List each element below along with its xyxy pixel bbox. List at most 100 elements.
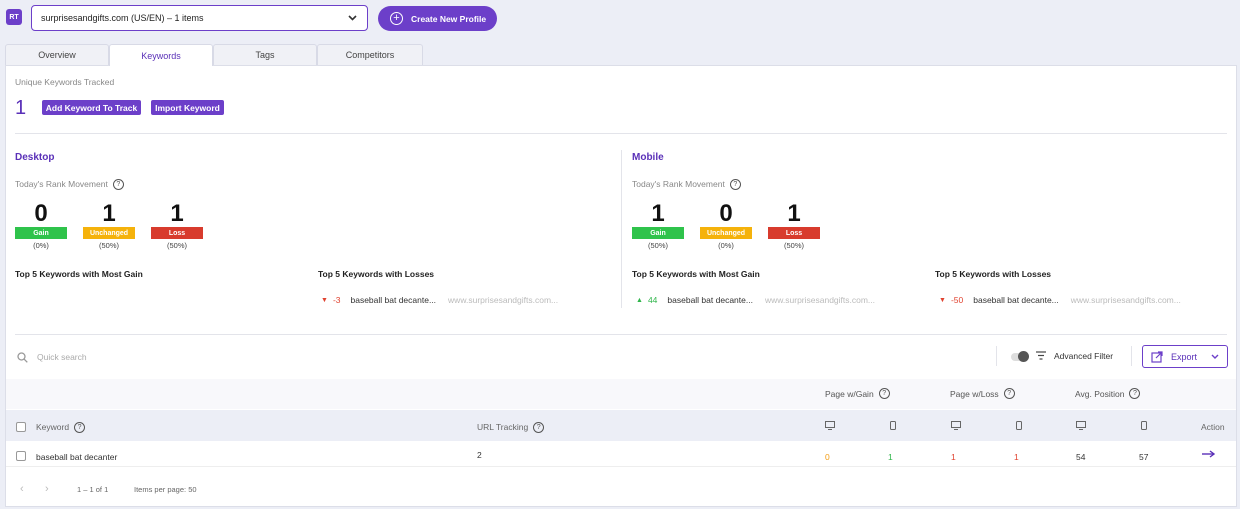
tab-tags[interactable]: Tags	[213, 44, 317, 65]
desktop-movement-text: Today's Rank Movement	[15, 179, 108, 189]
mobile-loss-badge: Loss	[768, 227, 820, 239]
url-text: www.surprisesandgifts.com...	[448, 295, 559, 305]
help-icon[interactable]: ?	[878, 388, 890, 399]
desktop-icon	[951, 421, 961, 430]
keyword-cell[interactable]: baseball bat decanter	[36, 452, 118, 462]
desktop-gain-value: 0	[34, 200, 48, 227]
desktop-title: Desktop	[15, 152, 55, 163]
advanced-filter-toggle[interactable]	[1011, 351, 1029, 362]
help-icon[interactable]: ?	[112, 179, 124, 191]
tab-keywords-label: Keywords	[141, 50, 181, 61]
page-loss-header: Page w/Loss?	[950, 388, 1015, 399]
row-checkbox[interactable]	[16, 451, 26, 461]
help-icon[interactable]: ?	[1129, 388, 1141, 399]
arrow-up-icon: ▲	[636, 296, 643, 304]
group-header-row	[6, 379, 1236, 409]
prev-page-icon[interactable]: ‹	[20, 483, 24, 495]
tab-overview[interactable]: Overview	[5, 44, 109, 65]
chevron-down-icon	[1211, 354, 1219, 359]
avg-desktop-cell: 54	[1076, 452, 1086, 462]
mobile-loss-item[interactable]: ▼ -50 baseball bat decante... www.surpri…	[939, 295, 1181, 305]
mobile-unchanged-badge: Unchanged	[700, 227, 752, 239]
keyword-text: baseball bat decante...	[973, 295, 1059, 305]
url-tracking-cell[interactable]: 2	[477, 450, 482, 460]
desktop-loss-item[interactable]: ▼ -3 baseball bat decante... www.surpris…	[321, 295, 558, 305]
url-text: www.surprisesandgifts.com...	[764, 295, 876, 305]
help-icon[interactable]: ?	[533, 422, 545, 434]
mobile-unchanged-value: 0	[719, 200, 733, 227]
action-column-header: Action	[1201, 422, 1225, 432]
mobile-loss-value: 1	[787, 200, 801, 227]
tab-competitors[interactable]: Competitors	[317, 44, 423, 65]
desktop-icon	[825, 421, 835, 430]
select-all-checkbox[interactable]	[16, 422, 26, 432]
url-tracking-column-header[interactable]: URL Tracking?	[477, 422, 545, 434]
change-value: -50	[950, 295, 964, 305]
tab-tags-label: Tags	[255, 50, 275, 60]
desktop-top-loss-title: Top 5 Keywords with Losses	[318, 269, 435, 279]
mobile-top-loss-title: Top 5 Keywords with Losses	[935, 269, 1052, 279]
desktop-unchanged-value: 1	[102, 200, 116, 227]
app-logo: RT	[6, 9, 22, 25]
desktop-gain-pct: (0%)	[33, 241, 49, 250]
profile-select-value: surprisesandgifts.com (US/EN) – 1 items	[41, 13, 204, 23]
mobile-icon	[1141, 421, 1147, 430]
page-gain-header-label: Page w/Gain	[825, 388, 874, 399]
tab-keywords[interactable]: Keywords	[109, 44, 213, 66]
arrow-down-icon: ▼	[939, 296, 946, 304]
desktop-unchanged-pct: (50%)	[98, 241, 119, 250]
help-icon[interactable]: ?	[729, 179, 741, 191]
url-tracking-column-label: URL Tracking	[477, 422, 529, 432]
arrow-down-icon: ▼	[321, 296, 328, 304]
page-loss-header-label: Page w/Loss	[950, 388, 999, 399]
unique-keywords-label: Unique Keywords Tracked	[15, 77, 115, 87]
mobile-loss-pct: (50%)	[783, 241, 804, 250]
avg-position-header-label: Avg. Position	[1075, 388, 1125, 399]
tab-competitors-label: Competitors	[345, 50, 395, 60]
next-page-icon[interactable]: ›	[45, 483, 49, 495]
mobile-icon	[890, 421, 896, 430]
table-row	[6, 441, 1236, 467]
mobile-movement-text: Today's Rank Movement	[632, 179, 725, 189]
unique-keywords-count: 1	[15, 97, 27, 119]
mobile-gain-value: 1	[651, 200, 665, 227]
desktop-unchanged-badge: Unchanged	[83, 227, 135, 239]
page-gain-header: Page w/Gain?	[825, 388, 890, 399]
export-icon	[1151, 350, 1163, 363]
search-icon	[17, 351, 28, 363]
profile-select[interactable]: surprisesandgifts.com (US/EN) – 1 items	[31, 5, 368, 31]
filter-icon	[1036, 351, 1046, 362]
change-value: 44	[647, 295, 658, 305]
loss-desktop-cell: 1	[951, 452, 956, 462]
desktop-loss-badge: Loss	[151, 227, 203, 239]
plus-circle-icon: +	[390, 12, 403, 25]
chevron-down-icon	[348, 15, 357, 21]
create-profile-button[interactable]: + Create New Profile	[378, 6, 497, 31]
keyword-text: baseball bat decante...	[667, 295, 753, 305]
add-keyword-button[interactable]: Add Keyword To Track	[42, 100, 141, 115]
quick-search[interactable]: Quick search	[17, 350, 317, 364]
help-icon[interactable]: ?	[74, 422, 86, 434]
gain-desktop-cell: 0	[825, 452, 830, 462]
desktop-loss-value: 1	[170, 200, 184, 227]
mobile-icon	[1016, 421, 1022, 430]
keyword-text: baseball bat decante...	[350, 295, 437, 305]
help-icon[interactable]: ?	[1003, 388, 1015, 399]
desktop-gain-badge: Gain	[15, 227, 67, 239]
desktop-icon	[1076, 421, 1086, 430]
mobile-gain-item[interactable]: ▲ 44 baseball bat decante... www.surpris…	[636, 295, 875, 305]
import-keyword-button[interactable]: Import Keyword	[151, 100, 224, 115]
advanced-filter-label[interactable]: Advanced Filter	[1054, 351, 1114, 361]
loss-mobile-cell: 1	[1014, 452, 1019, 462]
export-button[interactable]: Export	[1142, 345, 1228, 368]
table-header	[6, 410, 1236, 441]
desktop-loss-pct: (50%)	[166, 241, 187, 250]
divider	[996, 346, 997, 366]
keyword-column-header[interactable]: Keyword?	[36, 422, 86, 434]
arrow-right-icon[interactable]	[1202, 450, 1215, 458]
mobile-gain-pct: (50%)	[647, 241, 668, 250]
items-per-page[interactable]: Items per page: 50	[134, 485, 197, 494]
avg-position-header: Avg. Position?	[1075, 388, 1141, 399]
divider	[15, 334, 1227, 335]
mobile-unchanged-pct: (0%)	[718, 241, 734, 250]
